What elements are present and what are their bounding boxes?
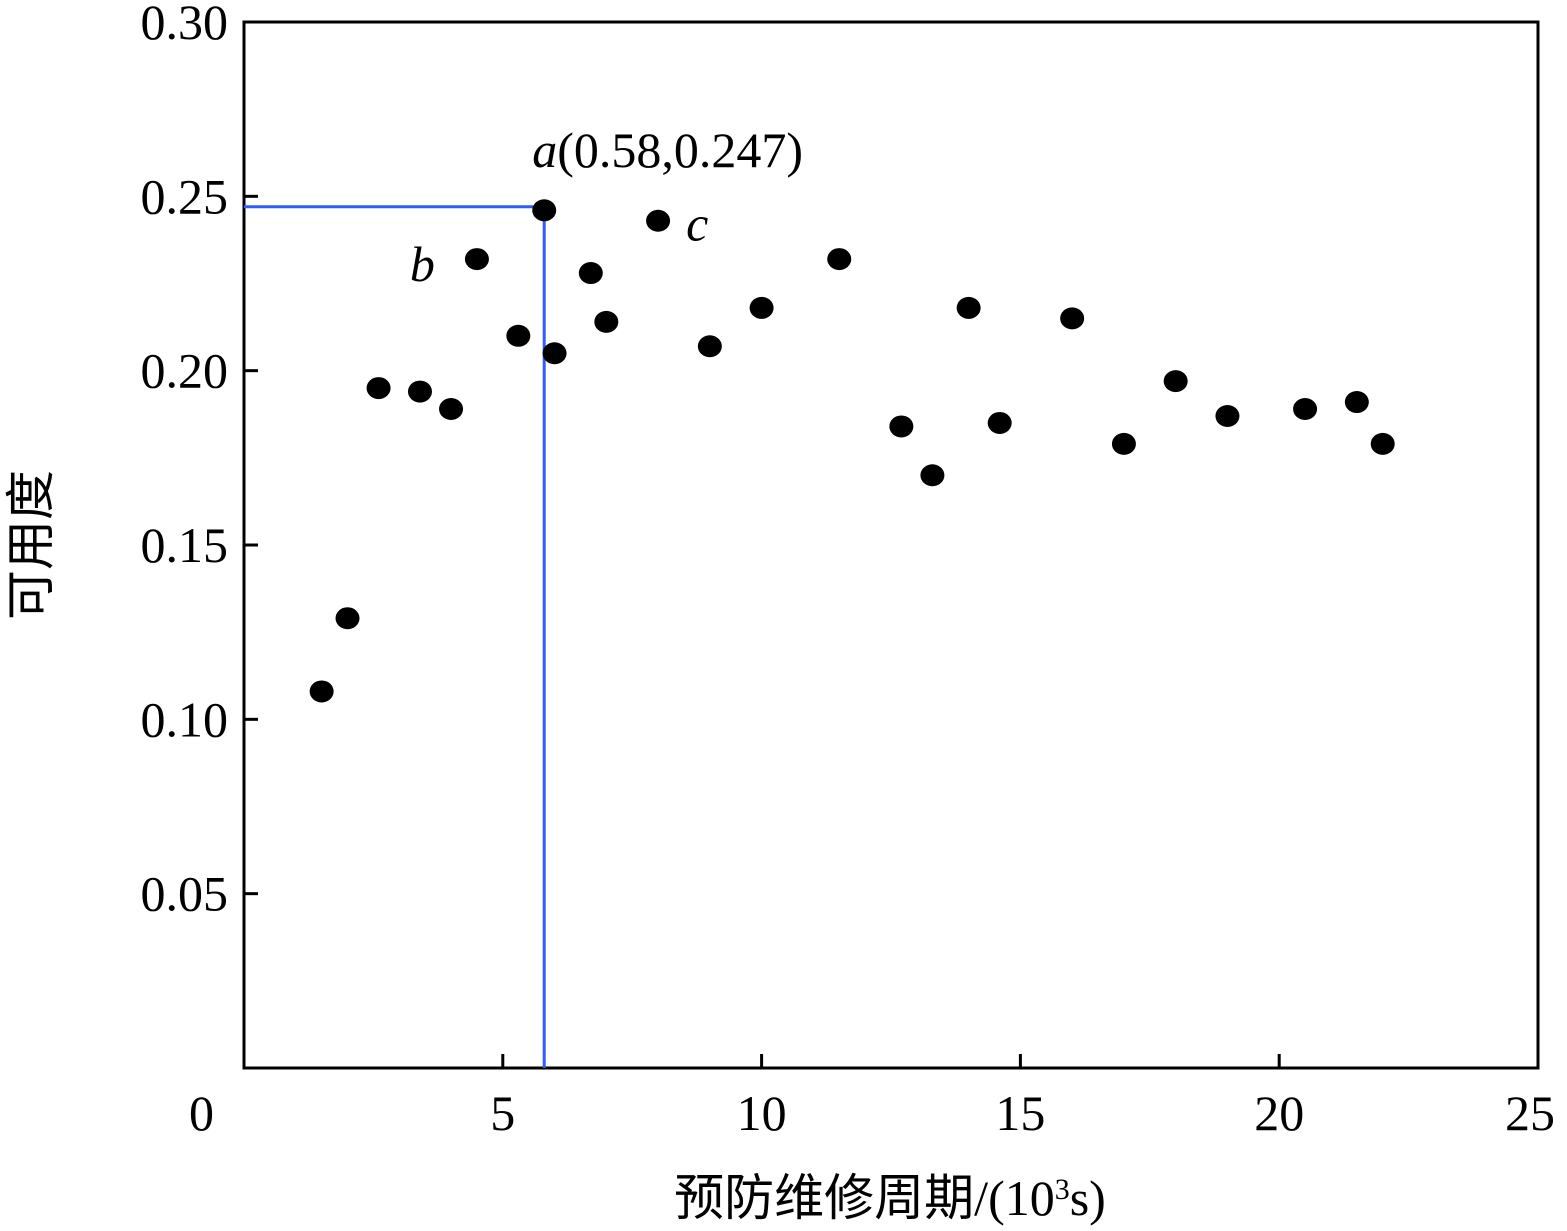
- data-point: [532, 199, 557, 222]
- data-point: [1111, 432, 1136, 455]
- data-point: [920, 464, 945, 487]
- data-point: [956, 296, 981, 319]
- data-point: [646, 209, 671, 232]
- y-tick-label: 0.10: [141, 691, 229, 747]
- data-point: [749, 296, 774, 319]
- data-point: [335, 607, 360, 630]
- x-axis-title-sup: 3: [1055, 1173, 1070, 1206]
- x-axis: 0 5 10 15 20 25: [189, 1054, 1555, 1141]
- data-point: [1293, 398, 1318, 421]
- data-points: [309, 199, 1395, 703]
- x-tick-label: 10: [737, 1085, 787, 1141]
- annotation-letter: a: [532, 122, 557, 178]
- data-point: [506, 324, 531, 347]
- annotation-label: c: [686, 196, 708, 252]
- annotations: a(0.58,0.247) b c: [410, 122, 803, 292]
- annotation-label: a(0.58,0.247): [532, 122, 803, 178]
- y-axis: 0.05 0.10 0.15 0.20 0.25 0.30: [141, 0, 258, 922]
- data-point: [1215, 404, 1240, 427]
- y-tick-label: 0.20: [141, 343, 229, 399]
- data-point: [697, 335, 722, 358]
- x-tick-label: 25: [1505, 1085, 1555, 1141]
- data-point: [366, 377, 391, 400]
- annotation-letter: c: [686, 196, 708, 252]
- data-point: [987, 411, 1012, 434]
- data-point: [578, 262, 603, 285]
- x-tick-label: 20: [1254, 1085, 1304, 1141]
- data-point: [542, 342, 567, 365]
- x-axis-title-unit: s): [1070, 1170, 1106, 1226]
- annotation-letter: b: [410, 236, 435, 292]
- data-point: [464, 248, 489, 271]
- x-tick-label: 0: [189, 1085, 214, 1141]
- data-point: [827, 248, 852, 271]
- data-point: [1163, 370, 1188, 393]
- x-tick-label: 5: [490, 1085, 515, 1141]
- plot-frame: [242, 20, 1540, 1070]
- y-tick-label: 0.15: [141, 517, 229, 573]
- data-point: [407, 380, 432, 403]
- data-point: [309, 680, 334, 703]
- y-axis-title: 可用度: [2, 470, 60, 620]
- data-point: [439, 398, 464, 421]
- annotation-coords: (0.58,0.247): [557, 122, 803, 178]
- data-point: [889, 415, 914, 438]
- data-point: [1370, 432, 1395, 455]
- y-tick-label: 0.25: [141, 168, 229, 224]
- x-axis-title-main: 预防维修周期/(10: [674, 1170, 1055, 1226]
- reference-lines: [244, 205, 546, 1068]
- data-point: [1344, 391, 1369, 414]
- annotation-label: b: [410, 236, 435, 292]
- y-tick-label: 0.05: [141, 866, 229, 922]
- data-point: [1060, 307, 1085, 330]
- data-point: [594, 310, 619, 333]
- x-tick-label: 15: [995, 1085, 1045, 1141]
- y-tick-label: 0.30: [141, 0, 229, 50]
- x-axis-title: 预防维修周期/(103s): [674, 1170, 1106, 1226]
